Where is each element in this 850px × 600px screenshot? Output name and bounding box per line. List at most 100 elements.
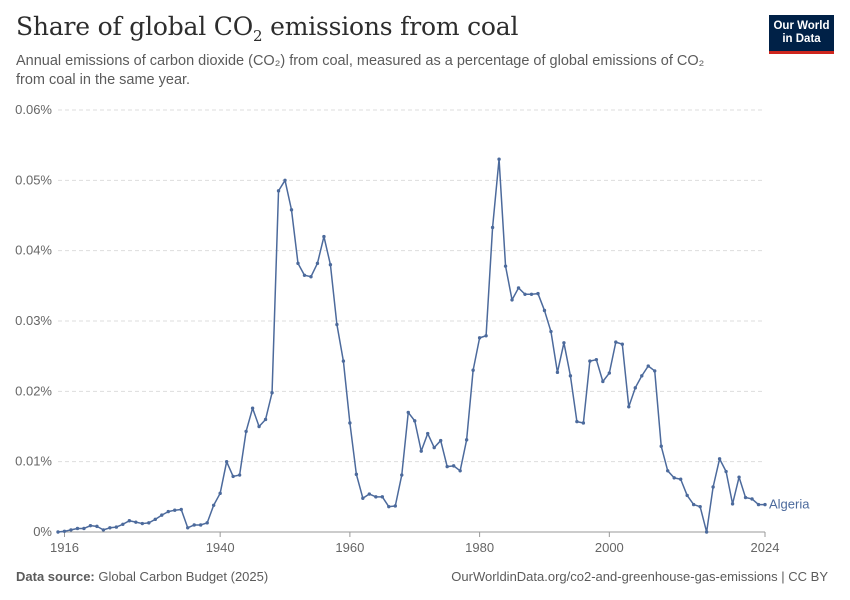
data-point[interactable]	[322, 234, 326, 239]
data-point[interactable]	[263, 417, 268, 422]
data-point[interactable]	[607, 371, 612, 375]
data-point[interactable]	[666, 469, 670, 473]
data-point[interactable]	[108, 526, 112, 530]
data-point[interactable]	[237, 473, 242, 477]
data-point[interactable]	[490, 225, 495, 230]
data-point[interactable]	[173, 508, 177, 512]
data-point[interactable]	[374, 495, 378, 499]
data-point[interactable]	[69, 528, 73, 532]
source-url-link[interactable]: OurWorldinData.org/co2-and-greenhouse-ga…	[451, 569, 828, 584]
data-point[interactable]	[296, 261, 300, 266]
data-point[interactable]	[328, 263, 333, 267]
data-point[interactable]	[704, 530, 709, 534]
data-point[interactable]	[678, 477, 683, 481]
data-point[interactable]	[691, 502, 696, 507]
data-point[interactable]	[400, 473, 404, 477]
owid-logo[interactable]: Our World in Data	[769, 15, 834, 54]
data-point[interactable]	[367, 492, 372, 496]
data-point[interactable]	[380, 495, 385, 499]
data-point[interactable]	[510, 298, 514, 302]
data-point[interactable]	[698, 504, 702, 509]
data-point[interactable]	[756, 502, 761, 507]
data-point[interactable]	[160, 513, 164, 517]
data-point[interactable]	[581, 421, 586, 425]
data-point[interactable]	[640, 374, 644, 378]
data-point[interactable]	[451, 464, 456, 468]
data-point[interactable]	[763, 502, 767, 507]
data-point[interactable]	[711, 485, 715, 489]
data-point[interactable]	[88, 523, 93, 528]
data-point[interactable]	[743, 495, 748, 500]
data-point[interactable]	[445, 464, 449, 469]
data-point[interactable]	[205, 521, 209, 525]
data-point[interactable]	[588, 359, 592, 363]
series-label[interactable]: Algeria	[769, 497, 810, 512]
data-point[interactable]	[672, 476, 676, 480]
data-point[interactable]	[56, 530, 60, 534]
data-point[interactable]	[192, 523, 196, 527]
data-point[interactable]	[393, 504, 397, 508]
data-point[interactable]	[302, 273, 307, 277]
data-point[interactable]	[497, 157, 501, 161]
data-point[interactable]	[186, 526, 190, 530]
data-point[interactable]	[166, 509, 170, 514]
data-point[interactable]	[737, 475, 741, 479]
data-point[interactable]	[471, 368, 475, 372]
data-point[interactable]	[75, 526, 80, 531]
data-point[interactable]	[627, 405, 631, 409]
data-point[interactable]	[614, 340, 618, 344]
series-group[interactable]: Algeria	[56, 157, 810, 534]
data-point[interactable]	[114, 525, 119, 529]
data-point[interactable]	[568, 374, 573, 378]
data-point[interactable]	[62, 529, 67, 533]
data-point[interactable]	[575, 419, 579, 424]
data-point[interactable]	[503, 264, 508, 268]
data-point[interactable]	[484, 334, 488, 338]
data-point[interactable]	[426, 431, 430, 436]
data-point[interactable]	[341, 359, 346, 363]
data-point[interactable]	[224, 459, 229, 464]
data-point[interactable]	[620, 342, 625, 346]
data-point[interactable]	[594, 357, 599, 362]
data-point[interactable]	[659, 444, 663, 448]
data-point[interactable]	[153, 517, 157, 522]
data-point[interactable]	[315, 261, 320, 266]
data-point[interactable]	[82, 526, 86, 531]
data-point[interactable]	[231, 474, 235, 479]
data-point[interactable]	[406, 410, 410, 415]
data-point[interactable]	[127, 519, 132, 523]
data-point[interactable]	[549, 329, 553, 334]
data-point[interactable]	[387, 504, 391, 509]
data-point[interactable]	[438, 438, 443, 443]
data-point[interactable]	[458, 469, 462, 473]
data-point[interactable]	[95, 524, 99, 529]
data-point[interactable]	[354, 472, 359, 477]
data-point[interactable]	[542, 308, 547, 313]
data-point[interactable]	[464, 438, 469, 442]
data-point[interactable]	[257, 424, 261, 429]
data-point[interactable]	[335, 322, 339, 327]
data-point[interactable]	[250, 406, 255, 410]
data-point[interactable]	[646, 364, 650, 368]
data-point[interactable]	[717, 457, 722, 461]
data-point[interactable]	[477, 336, 482, 340]
data-point[interactable]	[361, 496, 365, 500]
data-point[interactable]	[270, 391, 274, 395]
data-point[interactable]	[147, 521, 151, 525]
data-point[interactable]	[244, 429, 248, 434]
data-point[interactable]	[555, 370, 560, 375]
data-point[interactable]	[529, 292, 534, 296]
data-point[interactable]	[432, 445, 436, 450]
data-point[interactable]	[419, 449, 423, 453]
data-point[interactable]	[348, 421, 352, 425]
data-point[interactable]	[198, 523, 203, 527]
series-line-algeria[interactable]	[57, 158, 765, 533]
data-point[interactable]	[633, 386, 637, 390]
data-point[interactable]	[179, 507, 183, 512]
data-point[interactable]	[283, 178, 287, 183]
data-point[interactable]	[523, 292, 527, 296]
data-point[interactable]	[685, 493, 689, 498]
data-point[interactable]	[121, 522, 125, 526]
data-point[interactable]	[211, 503, 216, 507]
data-point[interactable]	[309, 274, 313, 279]
